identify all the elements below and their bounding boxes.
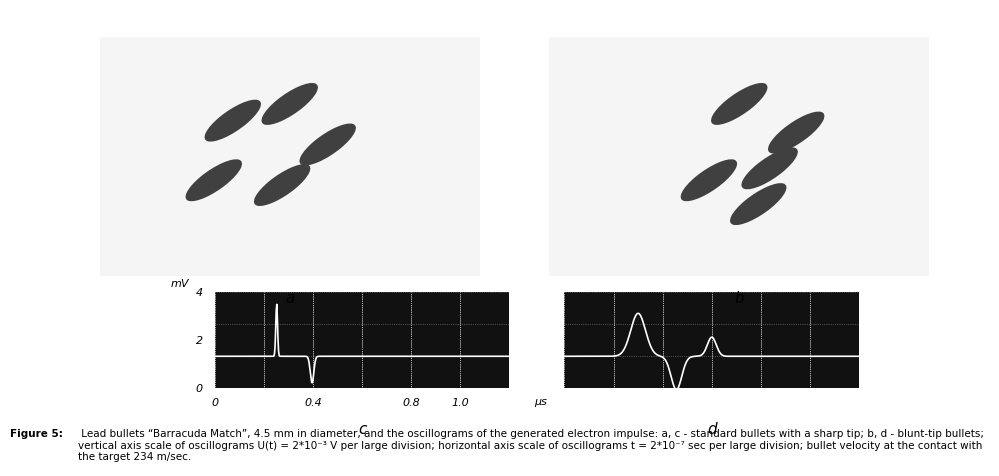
- Bar: [100, 38, 480, 276]
- Bar: [549, 38, 929, 276]
- Ellipse shape: [300, 124, 356, 166]
- Ellipse shape: [186, 160, 242, 202]
- Ellipse shape: [262, 84, 318, 126]
- Text: Lead bullets “Barracuda Match”, 4.5 mm in diameter, and the oscillograms of the : Lead bullets “Barracuda Match”, 4.5 mm i…: [78, 428, 984, 462]
- Ellipse shape: [768, 112, 824, 154]
- Text: 4: 4: [196, 288, 203, 298]
- Text: 0.4: 0.4: [304, 397, 322, 407]
- Bar: [564, 293, 859, 388]
- Ellipse shape: [711, 84, 767, 126]
- Ellipse shape: [730, 184, 786, 226]
- Text: b: b: [734, 290, 744, 305]
- Text: 0: 0: [211, 397, 219, 407]
- FancyBboxPatch shape: [549, 38, 929, 276]
- Text: 0: 0: [196, 383, 203, 393]
- Text: Figure 5:: Figure 5:: [10, 428, 63, 438]
- Text: d: d: [707, 421, 716, 436]
- Text: mV: mV: [171, 278, 189, 288]
- FancyBboxPatch shape: [100, 38, 480, 276]
- Ellipse shape: [205, 100, 261, 142]
- Bar: [215, 293, 509, 388]
- Text: a: a: [285, 290, 295, 305]
- Text: 1.0: 1.0: [452, 397, 470, 407]
- Text: μs: μs: [534, 397, 547, 407]
- Text: 0.8: 0.8: [403, 397, 421, 407]
- Text: 2: 2: [196, 336, 203, 345]
- Ellipse shape: [254, 165, 311, 207]
- Text: c: c: [358, 421, 367, 436]
- Ellipse shape: [680, 160, 737, 202]
- Ellipse shape: [741, 148, 798, 190]
